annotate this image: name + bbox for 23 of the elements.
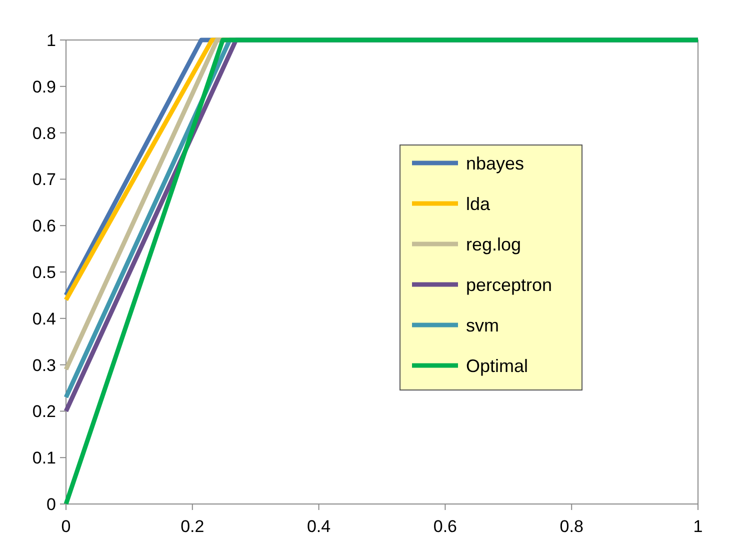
x-tick-label: 1 xyxy=(693,517,703,536)
legend-label: lda xyxy=(466,194,492,214)
y-tick-label: 0.3 xyxy=(32,356,56,375)
y-tick-label: 0.8 xyxy=(32,124,56,143)
y-tick-label: 0.7 xyxy=(32,170,56,190)
y-tick-label: 0.1 xyxy=(32,448,56,468)
x-tick-label: 0 xyxy=(61,517,71,536)
y-tick-label: 0 xyxy=(46,494,56,514)
legend-label: reg.log xyxy=(466,234,522,254)
y-tick-label: 0.4 xyxy=(32,309,56,328)
y-tick-label: 0.2 xyxy=(32,402,56,422)
x-tick-label: 0.8 xyxy=(560,517,584,536)
legend-label: Optimal xyxy=(466,356,528,376)
x-tick-label: 0.4 xyxy=(306,517,331,536)
y-tick-label: 1 xyxy=(46,30,56,50)
y-tick-label: 0.9 xyxy=(32,77,56,96)
x-tick-label: 0.2 xyxy=(180,517,204,536)
legend-label: nbayes xyxy=(466,153,524,174)
y-tick-label: 0.5 xyxy=(32,262,56,282)
legend-label: svm xyxy=(466,315,499,336)
y-tick-label: 0.6 xyxy=(32,216,56,236)
x-tick-label: 0.6 xyxy=(433,517,458,536)
legend-label: perceptron xyxy=(466,274,552,295)
